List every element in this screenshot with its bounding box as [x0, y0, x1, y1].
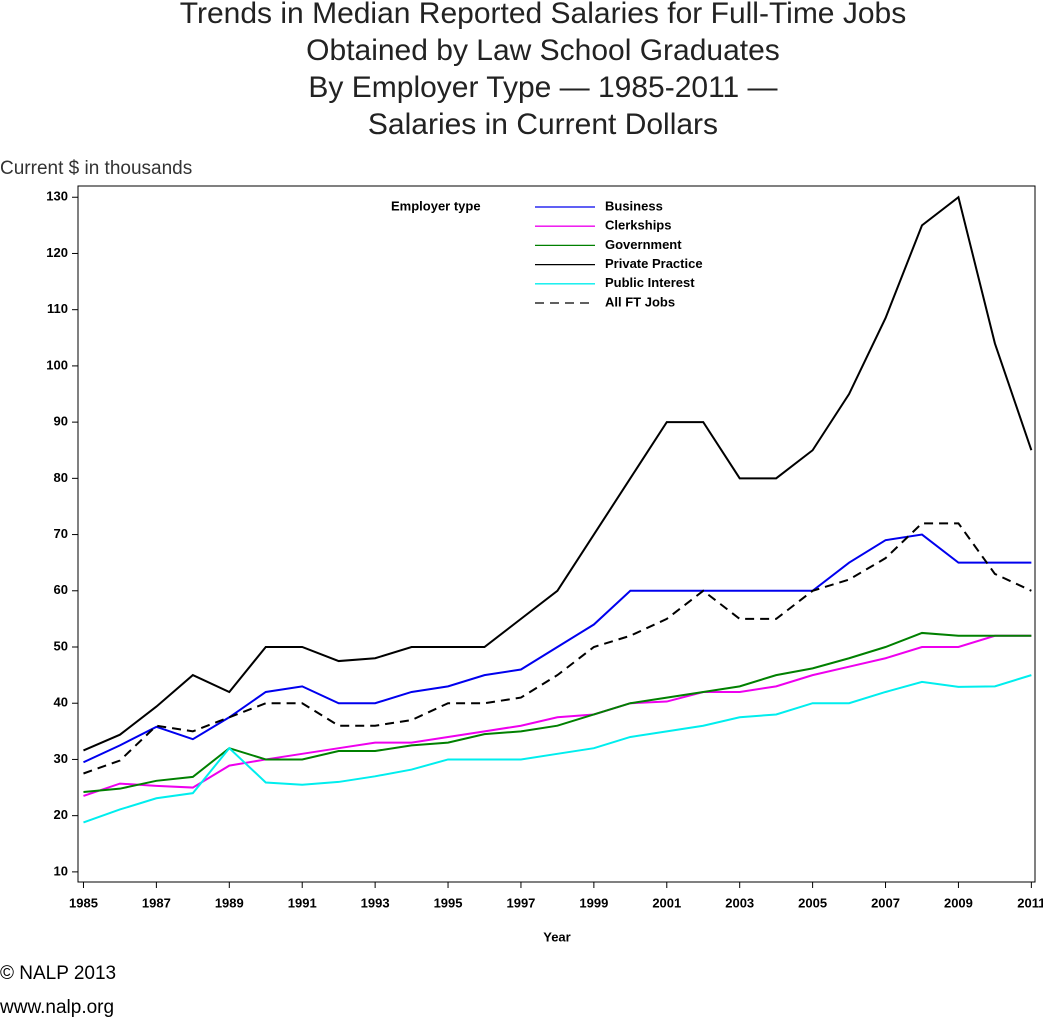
- y-tick-label: 20: [54, 807, 68, 822]
- y-tick-label: 80: [54, 470, 68, 485]
- x-tick-label: 2003: [725, 895, 754, 910]
- x-tick-label: 1987: [142, 895, 171, 910]
- legend-title: Employer type: [391, 198, 481, 213]
- x-tick-label: 1999: [579, 895, 608, 910]
- x-tick-label: 1991: [288, 895, 317, 910]
- y-tick-label: 30: [54, 751, 68, 766]
- y-tick-label: 40: [54, 695, 68, 710]
- footer: © NALP 2013: [0, 963, 116, 984]
- y-tick-label: 120: [46, 245, 68, 260]
- series-line: [83, 631, 1032, 794]
- plot-frame: [77, 185, 1036, 883]
- y-tick-label: 10: [54, 863, 68, 878]
- x-tick-label: 1997: [506, 895, 535, 910]
- x-tick-label: 1989: [215, 895, 244, 910]
- legend-label: All FT Jobs: [605, 294, 675, 309]
- y-tick-label: 90: [54, 414, 68, 429]
- x-tick-label: 2007: [871, 895, 900, 910]
- chart-title: Salaries in Current Dollars: [368, 108, 718, 141]
- legend-label: Public Interest: [605, 275, 695, 290]
- chart-title: By Employer Type — 1985-2011 —: [308, 71, 777, 104]
- series-line: [83, 533, 1032, 764]
- chart-title: Obtained by Law School Graduates: [306, 34, 780, 67]
- series-line: [83, 674, 1032, 824]
- x-tick-label: 2011: [1017, 895, 1043, 910]
- y-tick-label: 100: [46, 357, 68, 372]
- series-line: [83, 634, 1032, 797]
- y-tick-label: 70: [54, 526, 68, 541]
- legend-label: Government: [605, 237, 682, 252]
- y-tick-label: 130: [46, 189, 68, 204]
- series-line: [83, 195, 1033, 752]
- legend-label: Clerkships: [605, 218, 671, 233]
- series-line: [83, 522, 1032, 775]
- y-tick-label: 50: [54, 638, 68, 653]
- chart-title: Trends in Median Reported Salaries for F…: [180, 0, 906, 30]
- y-axis-label: Current $ in thousands: [0, 158, 192, 179]
- x-tick-label: 2001: [652, 895, 681, 910]
- x-tick-label: 1995: [434, 895, 463, 910]
- x-tick-label: 2005: [798, 895, 827, 910]
- x-tick-label: 2009: [944, 895, 973, 910]
- x-tick-label: 1993: [361, 895, 390, 910]
- legend-label: Private Practice: [605, 256, 703, 271]
- footer: www.nalp.org: [0, 997, 114, 1018]
- x-tick-label: 1985: [69, 895, 98, 910]
- x-axis-label: Year: [543, 929, 570, 944]
- legend-label: Business: [605, 198, 663, 213]
- y-tick-label: 60: [54, 582, 68, 597]
- y-tick-label: 110: [47, 301, 68, 316]
